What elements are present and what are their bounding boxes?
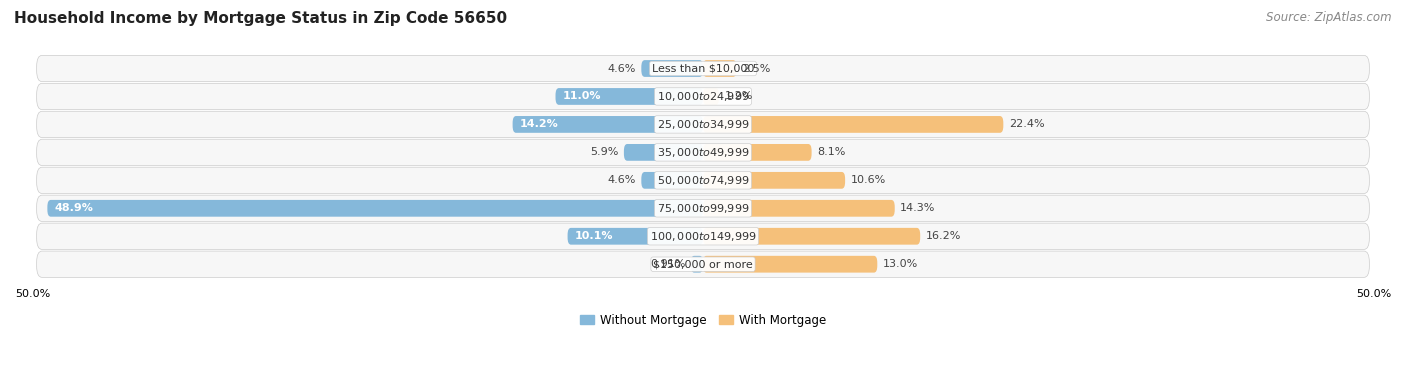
Text: 14.3%: 14.3% (900, 203, 935, 213)
Text: 0.91%: 0.91% (650, 259, 686, 269)
Text: $150,000 or more: $150,000 or more (654, 259, 752, 269)
FancyBboxPatch shape (37, 251, 1369, 277)
FancyBboxPatch shape (641, 60, 703, 77)
Text: $35,000 to $49,999: $35,000 to $49,999 (657, 146, 749, 159)
Text: 16.2%: 16.2% (925, 231, 960, 241)
Text: Source: ZipAtlas.com: Source: ZipAtlas.com (1267, 11, 1392, 24)
FancyBboxPatch shape (37, 139, 1369, 166)
Text: $25,000 to $34,999: $25,000 to $34,999 (657, 118, 749, 131)
FancyBboxPatch shape (37, 223, 1369, 250)
Text: $10,000 to $24,999: $10,000 to $24,999 (657, 90, 749, 103)
Text: $100,000 to $149,999: $100,000 to $149,999 (650, 230, 756, 243)
Text: 13.0%: 13.0% (883, 259, 918, 269)
Text: 22.4%: 22.4% (1008, 120, 1045, 129)
Text: $50,000 to $74,999: $50,000 to $74,999 (657, 174, 749, 187)
FancyBboxPatch shape (703, 228, 920, 245)
Legend: Without Mortgage, With Mortgage: Without Mortgage, With Mortgage (575, 309, 831, 331)
Text: 10.1%: 10.1% (574, 231, 613, 241)
FancyBboxPatch shape (37, 83, 1369, 110)
FancyBboxPatch shape (703, 172, 845, 189)
Text: 10.6%: 10.6% (851, 175, 886, 185)
FancyBboxPatch shape (641, 172, 703, 189)
Text: 5.9%: 5.9% (591, 147, 619, 157)
FancyBboxPatch shape (555, 88, 703, 105)
FancyBboxPatch shape (48, 200, 703, 217)
Text: 1.2%: 1.2% (724, 92, 752, 101)
FancyBboxPatch shape (703, 200, 894, 217)
FancyBboxPatch shape (703, 60, 737, 77)
FancyBboxPatch shape (703, 116, 1004, 133)
FancyBboxPatch shape (690, 256, 703, 273)
Text: $75,000 to $99,999: $75,000 to $99,999 (657, 202, 749, 215)
FancyBboxPatch shape (37, 55, 1369, 82)
Text: 8.1%: 8.1% (817, 147, 845, 157)
FancyBboxPatch shape (513, 116, 703, 133)
Text: 48.9%: 48.9% (53, 203, 93, 213)
Text: Less than $10,000: Less than $10,000 (652, 63, 754, 74)
FancyBboxPatch shape (37, 167, 1369, 193)
Text: 2.5%: 2.5% (742, 63, 770, 74)
FancyBboxPatch shape (624, 144, 703, 161)
Text: 4.6%: 4.6% (607, 63, 636, 74)
FancyBboxPatch shape (37, 195, 1369, 221)
Text: 14.2%: 14.2% (519, 120, 558, 129)
FancyBboxPatch shape (37, 111, 1369, 138)
FancyBboxPatch shape (568, 228, 703, 245)
FancyBboxPatch shape (703, 88, 718, 105)
Text: 11.0%: 11.0% (562, 92, 600, 101)
FancyBboxPatch shape (703, 144, 811, 161)
Text: Household Income by Mortgage Status in Zip Code 56650: Household Income by Mortgage Status in Z… (14, 11, 508, 26)
Text: 4.6%: 4.6% (607, 175, 636, 185)
FancyBboxPatch shape (703, 256, 877, 273)
